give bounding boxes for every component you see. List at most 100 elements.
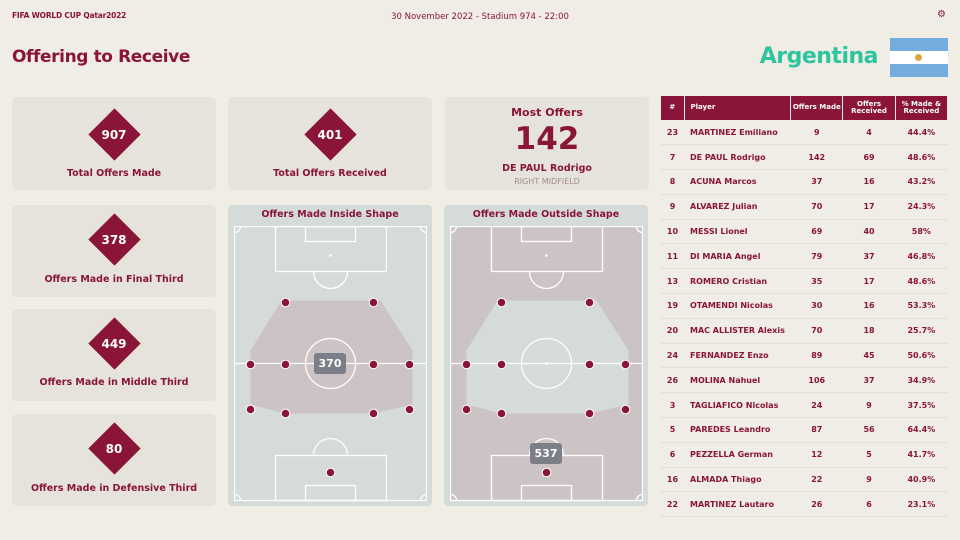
stat-card-defensive-third: 80 Offers Made in Defensive Third: [12, 414, 216, 506]
cell-number: 26: [661, 367, 684, 394]
player-dot: [368, 359, 379, 370]
cell-offers-received: 6: [842, 491, 896, 518]
stat-label: Offers Made in Defensive Third: [30, 483, 198, 494]
cell-number: 22: [661, 491, 684, 518]
cell-number: 8: [661, 169, 684, 195]
cell-player: ALMADA Thiago: [684, 467, 791, 493]
cell-offers-received: 69: [842, 144, 896, 171]
penalty-arc-bottom: [312, 437, 349, 456]
stat-label: Total Offers Made: [66, 168, 162, 179]
cell-number: 20: [661, 318, 684, 344]
most-offers-value: 142: [514, 121, 580, 157]
table-row: 23 MARTINEZ Emiliano 9 4 44.4%: [661, 120, 948, 146]
stat-label: Offers Made in Final Third: [44, 274, 184, 285]
player-dot: [620, 404, 631, 415]
cell-player: PAREDES Leandro: [684, 417, 791, 443]
corner-arc: [635, 226, 643, 234]
cell-offers-made: 22: [790, 467, 843, 493]
column-header: Player: [684, 96, 792, 120]
cell-number: 24: [661, 343, 684, 369]
player-dot: [461, 359, 472, 370]
cell-offers-received: 9: [842, 392, 896, 419]
corner-arc: [234, 226, 242, 234]
column-header: Offers Received: [842, 96, 896, 120]
cell-number: 7: [661, 144, 684, 171]
cell-offers-made: 35: [790, 268, 843, 295]
cell-offers-made: 37: [790, 169, 843, 195]
cell-player: OTAMENDI Nicolas: [684, 293, 791, 319]
cell-offers-received: 16: [842, 293, 896, 319]
cell-offers-made: 87: [790, 417, 843, 443]
player-dot: [541, 467, 552, 478]
table-row: 16 ALMADA Thiago 22 9 40.9%: [661, 467, 948, 493]
player-table: # Player Offers Made Offers Received% Made …: [661, 96, 949, 518]
table-row: 13 ROMERO Cristian 35 17 48.6%: [661, 268, 948, 295]
player-dot: [368, 297, 379, 308]
cell-percent: 34.9%: [895, 367, 948, 394]
cell-offers-received: 4: [842, 120, 896, 146]
player-dot: [496, 359, 507, 370]
cell-number: 16: [661, 467, 684, 493]
cell-player: DI MARIA Angel: [684, 243, 791, 270]
inside-shape-value: 370: [314, 353, 346, 374]
player-dot: [461, 404, 472, 415]
table-row: 22 MARTINEZ Lautaro 26 6 23.1%: [661, 491, 948, 518]
player-dot: [620, 359, 631, 370]
cell-percent: 53.3%: [895, 293, 948, 319]
cell-percent: 41.7%: [895, 442, 948, 468]
cell-percent: 44.4%: [895, 120, 948, 146]
six-yard-box-top: [520, 226, 573, 243]
pitch-title: Offers Made Inside Shape: [261, 209, 399, 220]
cell-number: 11: [661, 243, 684, 270]
cell-number: 9: [661, 194, 684, 220]
cell-offers-made: 106: [790, 367, 843, 394]
table-row: 10 MESSI Lionel 69 40 58%: [661, 219, 948, 245]
six-yard-box-bottom: [520, 484, 573, 502]
stat-card-total-made: 907 Total Offers Made: [12, 97, 216, 190]
corner-arc: [450, 493, 458, 501]
penalty-arc-top: [312, 271, 349, 290]
stat-value: 449: [101, 337, 127, 351]
cell-player: MARTINEZ Emiliano: [684, 120, 791, 146]
cell-offers-made: 79: [790, 243, 843, 270]
player-dot: [584, 297, 595, 308]
cell-percent: 43.2%: [895, 169, 948, 195]
stat-value: 907: [101, 128, 127, 142]
penalty-spot: [329, 254, 332, 257]
cell-percent: 46.8%: [895, 243, 948, 270]
table-row: 9 ALVAREZ Julian 70 17 24.3%: [661, 194, 948, 220]
cell-player: ALVAREZ Julian: [684, 194, 791, 220]
player-dot: [280, 408, 291, 419]
center-spot: [545, 362, 548, 365]
table-row: 26 MOLINA Nahuel 106 37 34.9%: [661, 367, 948, 394]
cell-offers-received: 5: [842, 442, 896, 468]
cell-percent: 24.3%: [895, 194, 948, 220]
cell-percent: 37.5%: [895, 392, 948, 419]
stat-card-total-received: 401 Total Offers Received: [228, 97, 432, 190]
penalty-arc-top: [528, 271, 565, 290]
cell-player: TAGLIAFICO Nicolas: [684, 392, 791, 419]
cell-offers-received: 37: [842, 243, 896, 270]
cell-offers-made: 69: [790, 219, 843, 245]
cell-offers-received: 37: [842, 367, 896, 394]
table-row: 24 FERNANDEZ Enzo 89 45 50.6%: [661, 343, 948, 369]
fifa-logo: FIFA WORLD CUP Qatar2022: [12, 11, 127, 20]
corner-arc: [450, 226, 458, 234]
shape-area: [466, 300, 629, 414]
center-circle: [304, 337, 357, 390]
cell-offers-received: 17: [842, 268, 896, 295]
stat-card-final-third: 378 Offers Made in Final Third: [12, 205, 216, 297]
cell-player: MESSI Lionel: [684, 219, 791, 245]
cell-offers-received: 9: [842, 467, 896, 493]
cell-number: 10: [661, 219, 684, 245]
cell-offers-made: 89: [790, 343, 843, 369]
player-dot: [325, 467, 336, 478]
settings-icon[interactable]: ⚙: [937, 9, 946, 20]
cell-percent: 64.4%: [895, 417, 948, 443]
cell-offers-received: 16: [842, 169, 896, 195]
match-info: 30 November 2022 - Stadium 974 - 22:00: [391, 12, 569, 22]
cell-player: DE PAUL Rodrigo: [684, 144, 791, 171]
cell-offers-made: 30: [790, 293, 843, 319]
player-dot: [584, 408, 595, 419]
stat-card-middle-third: 449 Offers Made in Middle Third: [12, 309, 216, 401]
